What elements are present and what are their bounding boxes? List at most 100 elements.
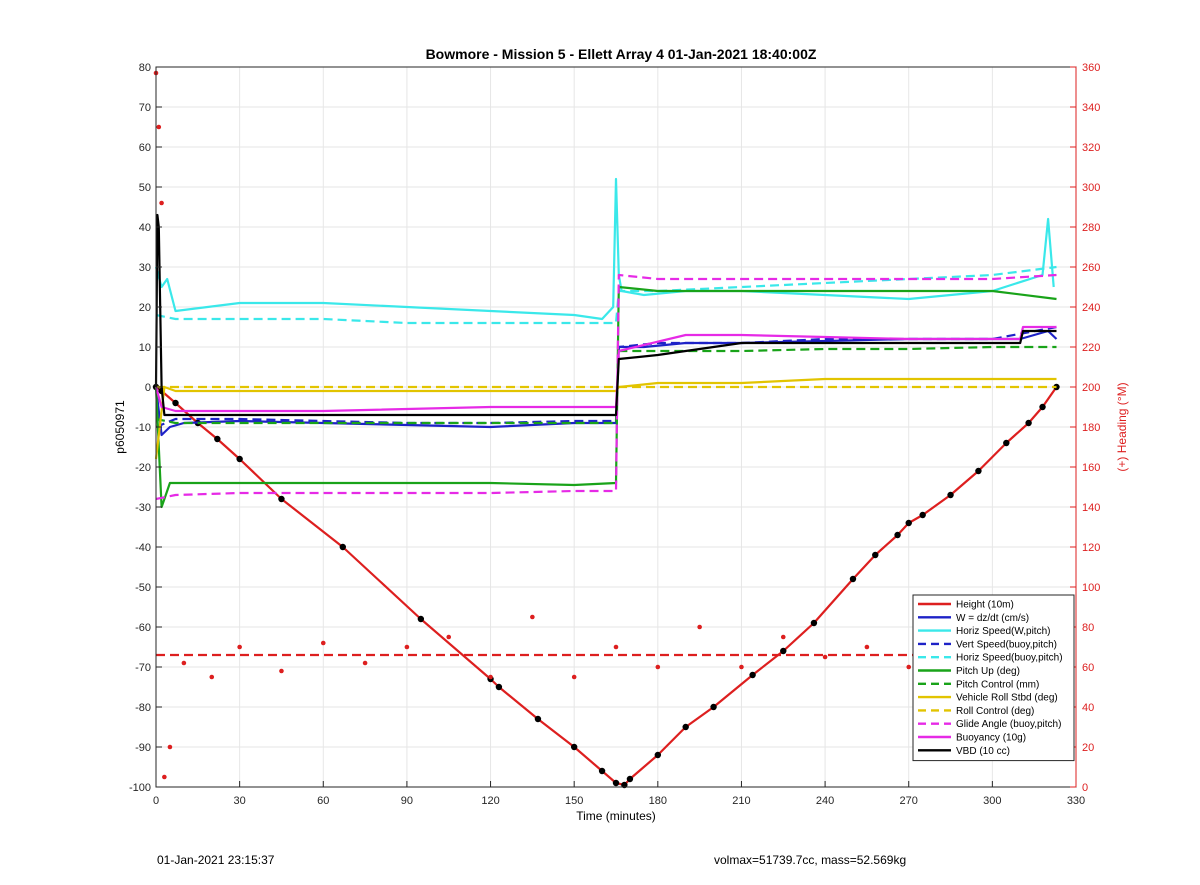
y-right-tick-label: 0 <box>1082 782 1088 794</box>
height-marker <box>1039 403 1046 411</box>
series-heading-point <box>320 640 326 646</box>
y-right-tick-label: 220 <box>1082 342 1100 354</box>
height-marker <box>682 723 689 731</box>
height-marker <box>417 615 425 623</box>
y-right-tick-label: 340 <box>1082 102 1100 114</box>
x-tick-label: 240 <box>816 795 834 807</box>
height-marker <box>236 455 243 463</box>
series-heading-point <box>209 674 215 680</box>
series-heading-point <box>279 668 284 674</box>
legend-label: Buoyancy (10g) <box>956 733 1026 744</box>
series-vbd-10-cc-line <box>154 213 1057 417</box>
height-marker <box>1025 419 1032 427</box>
x-tick-label: 90 <box>401 795 413 807</box>
series-heading-point <box>488 674 493 680</box>
y-right-tick-label: 240 <box>1082 302 1100 314</box>
series-heading-point <box>167 744 173 750</box>
y-left-tick-label: -70 <box>135 662 151 674</box>
y-right-tick-label: 180 <box>1082 422 1100 434</box>
legend-label: Vert Speed(buoy,pitch) <box>956 639 1057 650</box>
y-left-tick-label: -50 <box>135 582 151 594</box>
y-left-tick-label: 50 <box>139 182 151 194</box>
y-right-tick-label: 60 <box>1082 662 1094 674</box>
series-heading-point <box>906 664 912 670</box>
y-right-tick-label: 280 <box>1082 222 1100 234</box>
y-left-tick-label: -100 <box>129 782 151 794</box>
legend-label: Horiz Speed(buoy,pitch) <box>956 653 1063 664</box>
x-axis-label: Time (minutes) <box>576 809 656 823</box>
height-marker <box>612 779 620 787</box>
height-marker <box>975 467 982 475</box>
series-heading-point <box>864 644 870 650</box>
height-marker <box>710 703 717 711</box>
series-heading-point <box>655 664 661 670</box>
y-left-tick-label: -10 <box>135 422 151 434</box>
y-left-tick-label: 20 <box>139 302 151 314</box>
x-tick-label: 300 <box>983 795 1001 807</box>
y-left-tick-label: 10 <box>139 342 151 354</box>
height-marker <box>214 435 221 443</box>
height-marker <box>278 495 285 503</box>
height-marker <box>534 715 542 723</box>
height-marker <box>894 531 901 539</box>
y-right-tick-label: 160 <box>1082 462 1100 474</box>
x-tick-label: 330 <box>1067 795 1085 807</box>
height-marker <box>905 519 912 527</box>
x-tick-label: 180 <box>649 795 667 807</box>
legend-label: Pitch Control (mm) <box>956 679 1039 690</box>
series-heading-point <box>237 644 242 650</box>
x-tick-label: 60 <box>317 795 329 807</box>
chart-title: Bowmore - Mission 5 - Ellett Array 4 01-… <box>426 46 817 62</box>
y-right-tick-label: 20 <box>1082 742 1094 754</box>
series-heading-point <box>156 124 162 130</box>
y-left-tick-label: 30 <box>139 262 151 274</box>
y-right-tick-label: 40 <box>1082 702 1094 714</box>
series-heading-point <box>446 634 452 640</box>
x-tick-label: 30 <box>234 795 246 807</box>
axes: 0 30 60 90 120 150 180 210 240 270 300 330-100-90-8… <box>129 62 1100 807</box>
series-heading-point <box>613 644 619 650</box>
y-right-tick-label: 200 <box>1082 382 1100 394</box>
y-left-tick-label: 60 <box>139 142 151 154</box>
x-tick-label: 0 <box>153 795 159 807</box>
y-right-tick-label: 320 <box>1082 142 1100 154</box>
legend-label: Pitch Up (deg) <box>956 666 1020 677</box>
series-layer <box>152 70 1060 789</box>
height-marker <box>947 491 954 499</box>
series-heading-point <box>530 614 535 620</box>
series-heading-point <box>822 654 828 660</box>
y-axis-label-left: p6050971 <box>113 400 127 454</box>
series-heading-point <box>404 644 410 650</box>
series-pitch-up-deg-line <box>154 285 1057 509</box>
series-heading-point <box>181 660 187 666</box>
footer-volmax-mass: volmax=51739.7cc, mass=52.569kg <box>714 853 907 867</box>
y-right-tick-label: 140 <box>1082 502 1100 514</box>
y-left-tick-label: -30 <box>135 502 151 514</box>
footer-timestamp: 01-Jan-2021 23:15:37 <box>157 853 275 867</box>
y-left-tick-label: -90 <box>135 742 151 754</box>
series-heading-point <box>362 660 368 666</box>
height-marker <box>654 751 662 759</box>
x-tick-label: 210 <box>732 795 750 807</box>
series-heading-point <box>571 674 577 680</box>
y-left-tick-label: -80 <box>135 702 151 714</box>
legend-label: VBD (10 cc) <box>956 746 1010 757</box>
height-marker <box>810 619 818 627</box>
legend-label: Glide Angle (buoy,pitch) <box>956 719 1061 730</box>
x-tick-label: 120 <box>481 795 499 807</box>
series-heading-point <box>739 664 744 670</box>
y-right-tick-label: 100 <box>1082 582 1100 594</box>
series-glide-angle-buoy-pitch-line <box>155 273 1057 501</box>
y-right-tick-label: 120 <box>1082 542 1100 554</box>
height-marker <box>598 767 606 775</box>
y-left-tick-label: -20 <box>135 462 151 474</box>
x-tick-label: 150 <box>565 795 583 807</box>
y-left-tick-label: 80 <box>139 62 151 74</box>
height-marker <box>495 683 503 691</box>
series-heading-point <box>780 634 786 640</box>
y-left-tick-label: 40 <box>139 222 151 234</box>
legend: Height (10m) W = dz/dt (cm/s) Horiz Speed(… <box>912 594 1075 762</box>
legend-label: Roll Control (deg) <box>956 706 1034 717</box>
series-heading-point <box>162 774 167 780</box>
